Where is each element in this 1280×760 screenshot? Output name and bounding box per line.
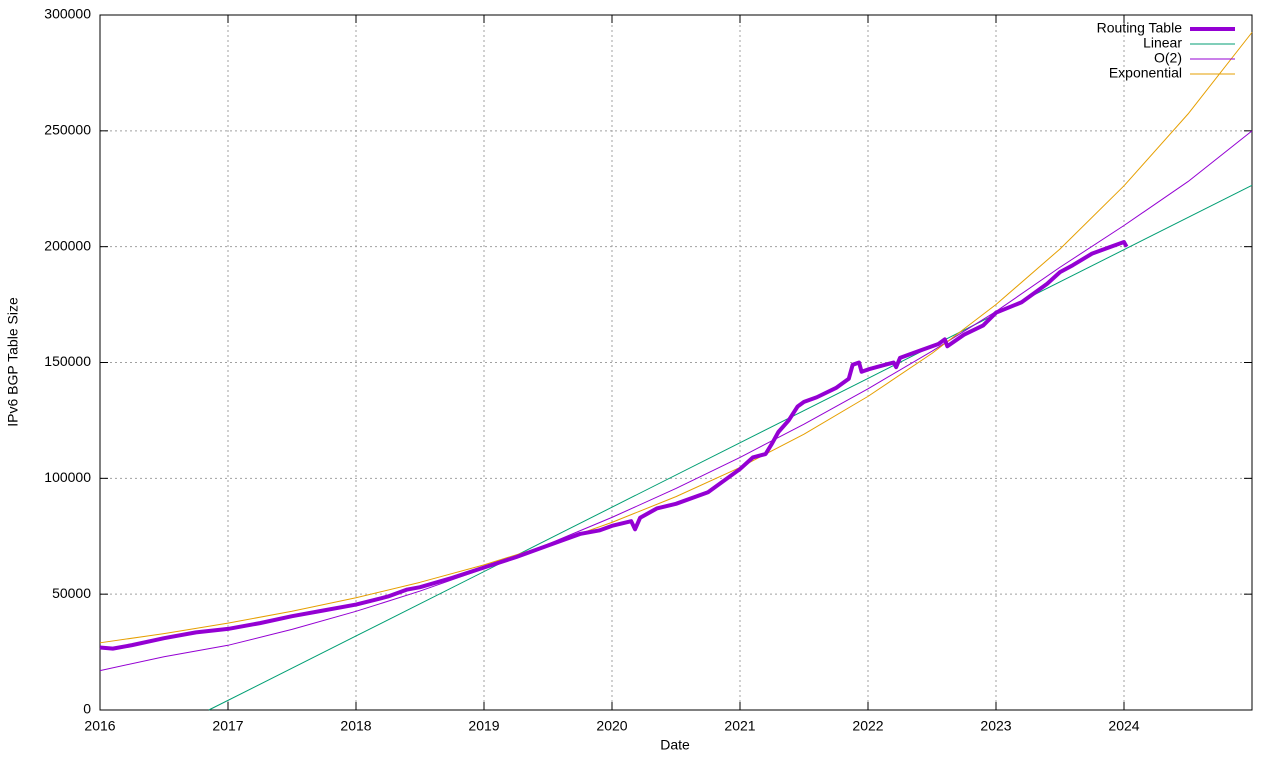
x-tick-label: 2019: [468, 718, 499, 734]
x-tick-label: 2024: [1108, 718, 1139, 734]
series-line: [99, 240, 1129, 651]
x-tick-label: 2017: [212, 718, 243, 734]
x-axis-label: Date: [660, 737, 690, 753]
y-tick-label: 0: [83, 701, 91, 717]
x-tick-label: 2022: [852, 718, 883, 734]
series-line: [208, 184, 1253, 711]
y-tick-label: 50000: [52, 585, 91, 601]
y-tick-label: 150000: [44, 353, 91, 369]
plot-frame: [99, 14, 1253, 711]
y-tick-label: 100000: [44, 469, 91, 485]
y-tick-label: 300000: [44, 6, 91, 22]
x-tick-label: 2018: [340, 718, 371, 734]
x-tick-label: 2023: [980, 718, 1011, 734]
series-line: [99, 32, 1253, 644]
legend-label: Routing Table: [1097, 20, 1183, 36]
x-tick-label: 2021: [724, 718, 755, 734]
legend-label: Exponential: [1109, 65, 1182, 81]
x-tick-label: 2020: [596, 718, 627, 734]
y-tick-label: 250000: [44, 122, 91, 138]
x-tick-label: 2016: [84, 718, 115, 734]
series-line: [99, 130, 1253, 672]
legend-label: O(2): [1154, 50, 1182, 66]
legend-label: Linear: [1143, 35, 1182, 51]
y-tick-label: 200000: [44, 237, 91, 253]
y-axis-label: IPv6 BGP Table Size: [5, 297, 21, 427]
